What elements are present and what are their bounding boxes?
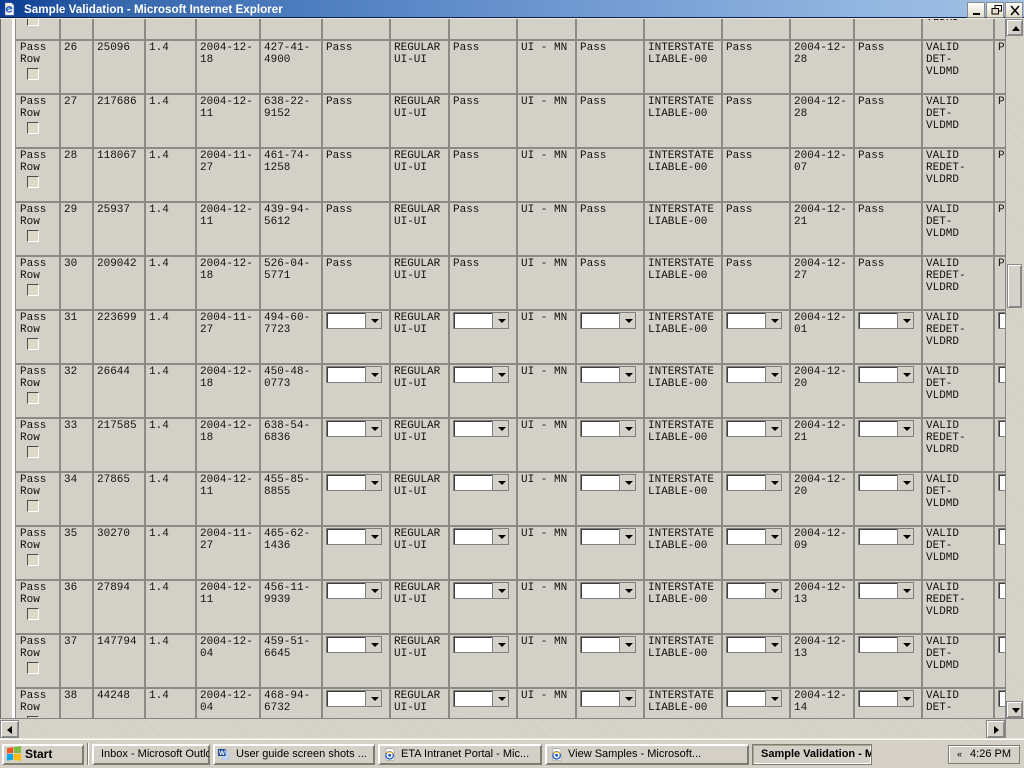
svg-text:W: W	[219, 750, 225, 757]
